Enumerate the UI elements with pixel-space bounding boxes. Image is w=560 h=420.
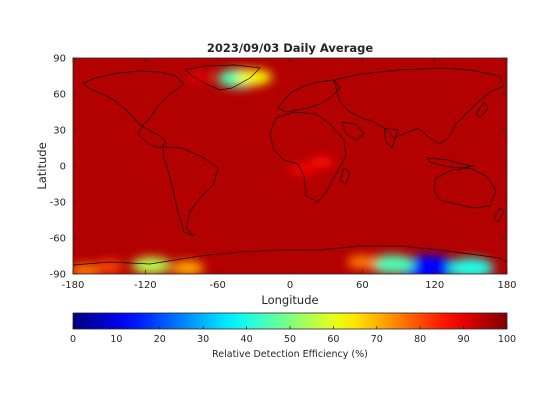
colorbar-tick-label: 20	[154, 334, 166, 345]
colorbar-tick-label: 100	[498, 334, 516, 345]
heatmap-region-1	[308, 156, 335, 168]
x-tick-label: 0	[287, 280, 293, 291]
x-tick-label: 120	[425, 280, 444, 291]
heatmap-region-7	[447, 257, 494, 274]
heatmap-region-11	[95, 260, 124, 273]
x-tick-label: -180	[62, 280, 85, 291]
colorbar: 0 10 20 30 40 50 60 70 80 90 100 Relative Detectio…	[70, 312, 516, 360]
x-axis-label: Longitude	[261, 293, 318, 307]
heatmap-region-9	[131, 256, 172, 274]
colorbar-tick-label: 30	[197, 334, 209, 345]
heatmap-region-12	[73, 263, 101, 274]
heatmap-region-0	[289, 164, 315, 175]
colorbar-tick-label: 90	[458, 334, 470, 345]
y-tick-label: 0	[60, 162, 66, 173]
colorbar-tick-label: 10	[110, 334, 122, 345]
y-tick-label: 30	[53, 126, 66, 137]
heatmap-region-4	[187, 72, 212, 83]
y-tick-label: 90	[53, 54, 66, 65]
colorbar-tick-label: 0	[70, 334, 76, 345]
colorbar-tick-label: 60	[327, 334, 339, 345]
heatmap-region-5	[399, 255, 458, 274]
colorbar-tick-label: 80	[414, 334, 426, 345]
x-tick-label: -60	[209, 280, 225, 291]
y-axis-label: Latitude	[35, 142, 49, 189]
heatmap-background	[73, 58, 507, 274]
y-tick-label: -30	[50, 198, 66, 209]
heatmap-region-10	[171, 260, 204, 274]
x-tick-label: 60	[356, 280, 369, 291]
plot-area	[73, 58, 507, 274]
heatmap-region-6	[370, 254, 415, 274]
colorbar-ticks: 0 10 20 30 40 50 60 70 80 90 100	[70, 326, 516, 345]
heatmap-region-8	[347, 255, 378, 269]
colorbar-tick-label: 40	[241, 334, 253, 345]
colorbar-tick-label: 70	[371, 334, 383, 345]
y-tick-label: -90	[50, 270, 66, 281]
heatmap-regions	[73, 68, 494, 274]
colorbar-tick-label: 50	[284, 334, 296, 345]
x-axis-ticks: -180 -120 -60 0 60 120 180	[62, 58, 517, 291]
y-axis-ticks: 90 60 30 0 -30 -60 -90	[50, 54, 507, 281]
coastline-outline	[73, 64, 507, 266]
x-tick-label: 180	[497, 280, 516, 291]
colorbar-label: Relative Detection Efficiency (%)	[212, 349, 368, 360]
chart-title: 2023/09/03 Daily Average	[207, 41, 374, 55]
x-tick-label: -120	[134, 280, 157, 291]
y-tick-label: -60	[50, 234, 66, 245]
y-tick-label: 60	[53, 90, 66, 101]
